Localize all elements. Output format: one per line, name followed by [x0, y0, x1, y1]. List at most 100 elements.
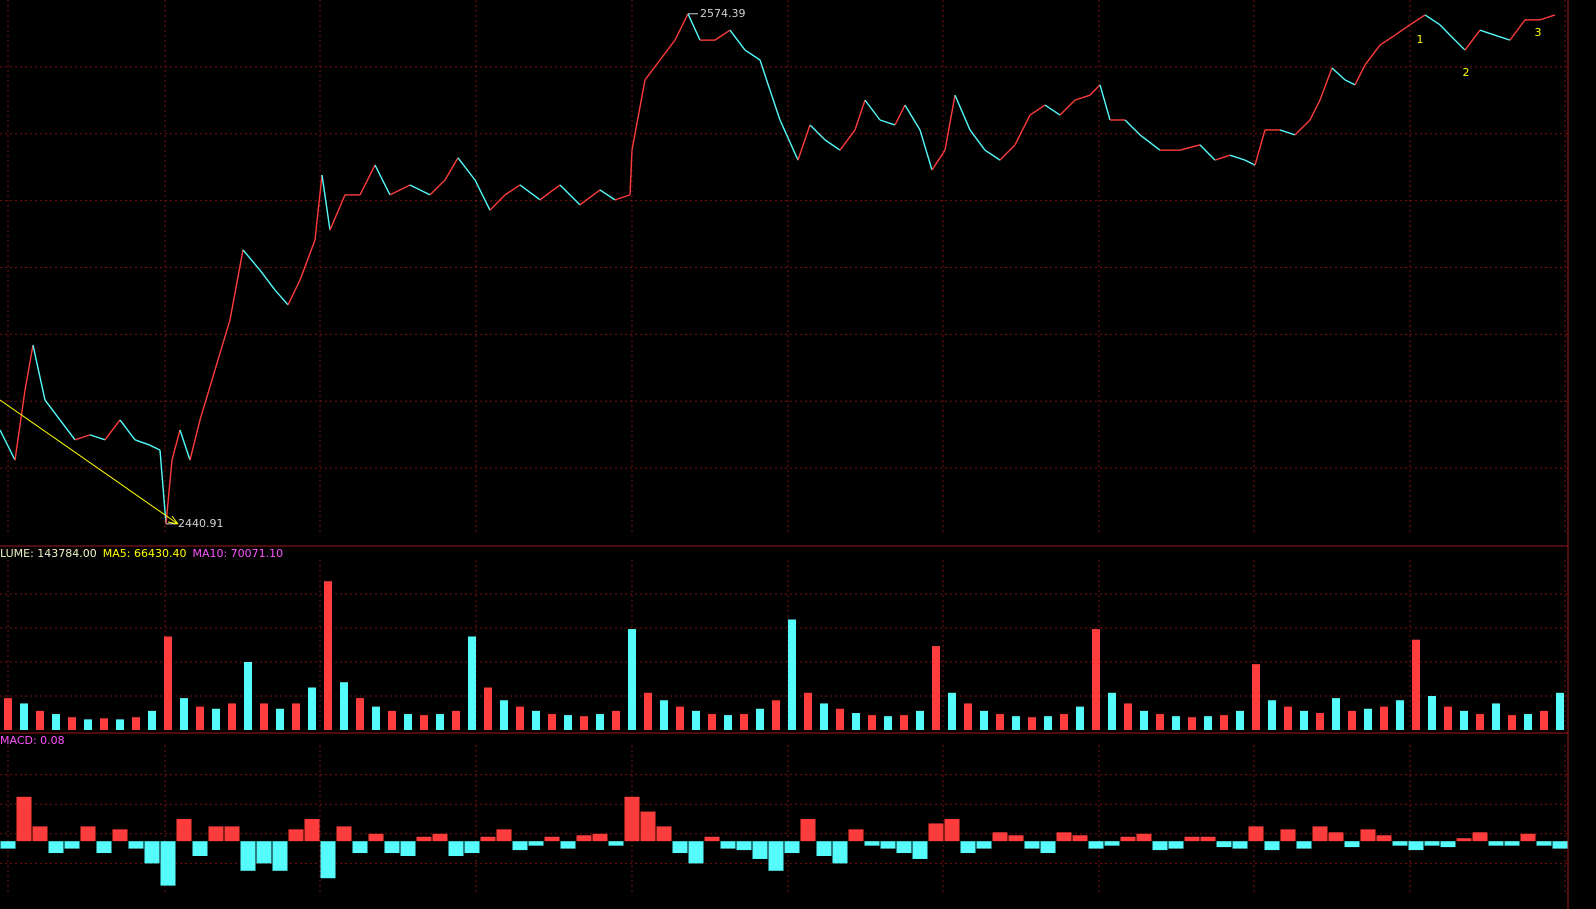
price-segment: [1294, 119, 1311, 136]
price-segment: [1139, 134, 1161, 151]
bar: [1072, 835, 1088, 842]
bar: [1156, 714, 1164, 730]
bar: [484, 687, 492, 730]
bar: [468, 636, 476, 730]
bar: [336, 826, 352, 842]
price-segment: [59, 419, 76, 441]
price-segment: [1074, 94, 1091, 101]
price-segment: [1099, 84, 1111, 121]
bar: [768, 841, 784, 871]
price-segment: [1464, 29, 1481, 51]
bar: [784, 841, 800, 854]
bar: [208, 826, 224, 842]
bar: [816, 841, 832, 856]
bar: [480, 836, 496, 842]
bar: [176, 819, 192, 842]
price-segment: [0, 429, 16, 461]
bar: [1220, 715, 1228, 730]
bar: [848, 829, 864, 842]
bar: [100, 718, 108, 730]
price-segment: [24, 344, 34, 391]
price-segment: [769, 89, 781, 121]
bar: [1040, 841, 1056, 854]
bar: [64, 841, 80, 849]
bar: [276, 708, 284, 730]
price-segment: [149, 444, 161, 451]
price-segment: [274, 289, 289, 306]
legend-entry: MA5: 66430.40: [103, 547, 187, 560]
bar: [720, 841, 736, 849]
bar: [352, 841, 368, 854]
bar: [1108, 692, 1116, 730]
bar: [80, 826, 96, 842]
price-segment: [1309, 99, 1321, 121]
bar: [164, 636, 172, 730]
bar: [1440, 841, 1456, 848]
price-segment: [374, 164, 391, 196]
bar: [224, 826, 240, 842]
bar: [356, 698, 364, 730]
bar: [1444, 706, 1452, 730]
price-segment: [1179, 144, 1201, 151]
bar: [48, 841, 64, 854]
bar: [752, 841, 768, 859]
bar: [800, 819, 816, 842]
price-segment: [32, 344, 46, 401]
bar: [772, 700, 780, 730]
bar: [992, 832, 1008, 842]
price-segment: [321, 174, 331, 231]
bar: [644, 692, 652, 730]
bar: [1012, 716, 1020, 730]
bar: [1380, 706, 1388, 730]
bar: [928, 823, 944, 842]
price-segment: [984, 149, 1001, 161]
bar: [1204, 716, 1212, 730]
price-segment: [199, 369, 216, 421]
bar: [1396, 700, 1404, 730]
bar: [288, 829, 304, 842]
bar: [464, 841, 480, 854]
bar: [612, 710, 620, 730]
price-segment: [797, 124, 811, 161]
bar: [688, 841, 704, 864]
bar: [148, 710, 156, 730]
price-segment: [1331, 67, 1346, 81]
bar: [884, 716, 892, 730]
price-segment: [931, 149, 946, 171]
bar: [1140, 710, 1148, 730]
price-segment: [429, 179, 446, 196]
bar: [500, 700, 508, 730]
bar: [1152, 841, 1168, 851]
bar: [964, 703, 972, 730]
price-segment: [329, 194, 346, 231]
bar: [1556, 692, 1564, 730]
bar: [1412, 639, 1420, 730]
bar: [384, 841, 400, 854]
price-segment: [824, 139, 841, 151]
bar: [36, 710, 44, 730]
bar: [196, 706, 204, 730]
price-segment: [189, 419, 201, 461]
bar: [1476, 714, 1484, 730]
bar: [1104, 841, 1120, 846]
bar: [1332, 698, 1340, 730]
bar: [868, 715, 876, 730]
legend-entry: MACD: 0.08: [0, 734, 65, 747]
bar: [1184, 836, 1200, 842]
price-segment: [1319, 67, 1333, 101]
price-segment: [919, 129, 933, 171]
bar: [228, 703, 236, 730]
price-segment: [1229, 154, 1246, 161]
bar: [452, 710, 460, 730]
bar: [1364, 708, 1372, 730]
bar: [1060, 714, 1068, 730]
price-segment: [489, 194, 506, 211]
price-segment: [539, 184, 561, 201]
bar: [20, 703, 28, 730]
price-segment: [287, 279, 301, 306]
price-segment: [729, 29, 746, 51]
bar: [1424, 841, 1440, 846]
bar: [1520, 833, 1536, 842]
bar: [1536, 841, 1552, 846]
